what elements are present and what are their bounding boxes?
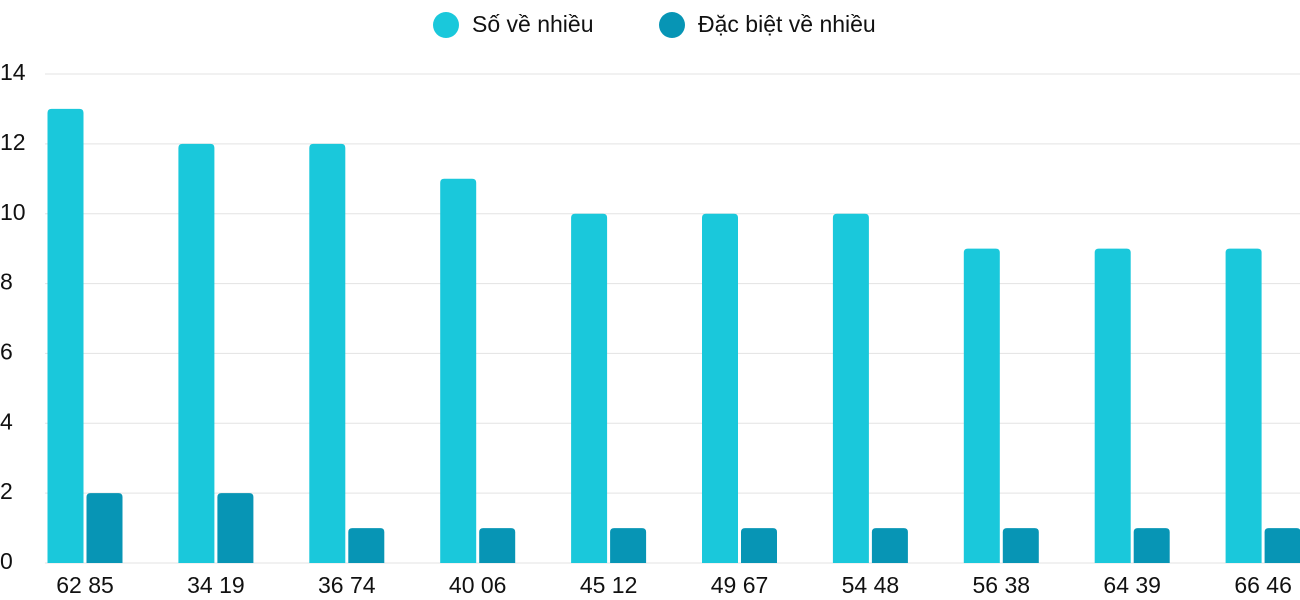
bar <box>610 528 647 563</box>
bar <box>1002 528 1039 563</box>
bar <box>1225 248 1262 563</box>
bar <box>571 213 608 563</box>
legend-marker <box>433 12 459 38</box>
y-tick-label: 14 <box>0 59 26 85</box>
bar <box>86 493 123 563</box>
bar <box>1133 528 1170 563</box>
bar <box>832 213 869 563</box>
bar <box>741 528 777 563</box>
y-tick-label: 2 <box>0 478 13 504</box>
bar <box>1264 528 1300 563</box>
bar <box>309 143 346 563</box>
y-tick-label: 4 <box>0 408 13 434</box>
x-tick-label: 40 06 <box>449 572 507 598</box>
legend-marker <box>659 12 685 38</box>
legend-label: Đặc biệt về nhiều <box>698 11 876 37</box>
bar <box>479 528 516 563</box>
x-tick-label: 45 12 <box>580 572 638 598</box>
x-tick-label: 36 74 <box>318 572 376 598</box>
bar <box>217 493 254 563</box>
bar <box>1094 248 1131 563</box>
legend-label: Số về nhiều <box>472 11 593 37</box>
bar <box>440 178 477 564</box>
y-tick-label: 8 <box>0 269 13 295</box>
y-tick-label: 0 <box>0 548 13 574</box>
bar <box>871 528 908 563</box>
x-tick-label: 34 19 <box>187 572 245 598</box>
bar <box>963 248 1000 563</box>
bar <box>348 528 385 563</box>
y-tick-label: 10 <box>0 199 26 225</box>
y-tick-label: 12 <box>0 129 26 155</box>
x-tick-label: 66 46 <box>1234 572 1292 598</box>
y-tick-label: 6 <box>0 339 13 365</box>
x-tick-label: 54 48 <box>842 572 900 598</box>
x-tick-label: 49 67 <box>711 572 769 598</box>
bar <box>178 143 215 563</box>
x-tick-label: 62 85 <box>56 572 114 598</box>
bar <box>47 108 84 563</box>
x-tick-label: 64 39 <box>1103 572 1161 598</box>
bar <box>702 213 738 563</box>
x-tick-label: 56 38 <box>973 572 1031 598</box>
